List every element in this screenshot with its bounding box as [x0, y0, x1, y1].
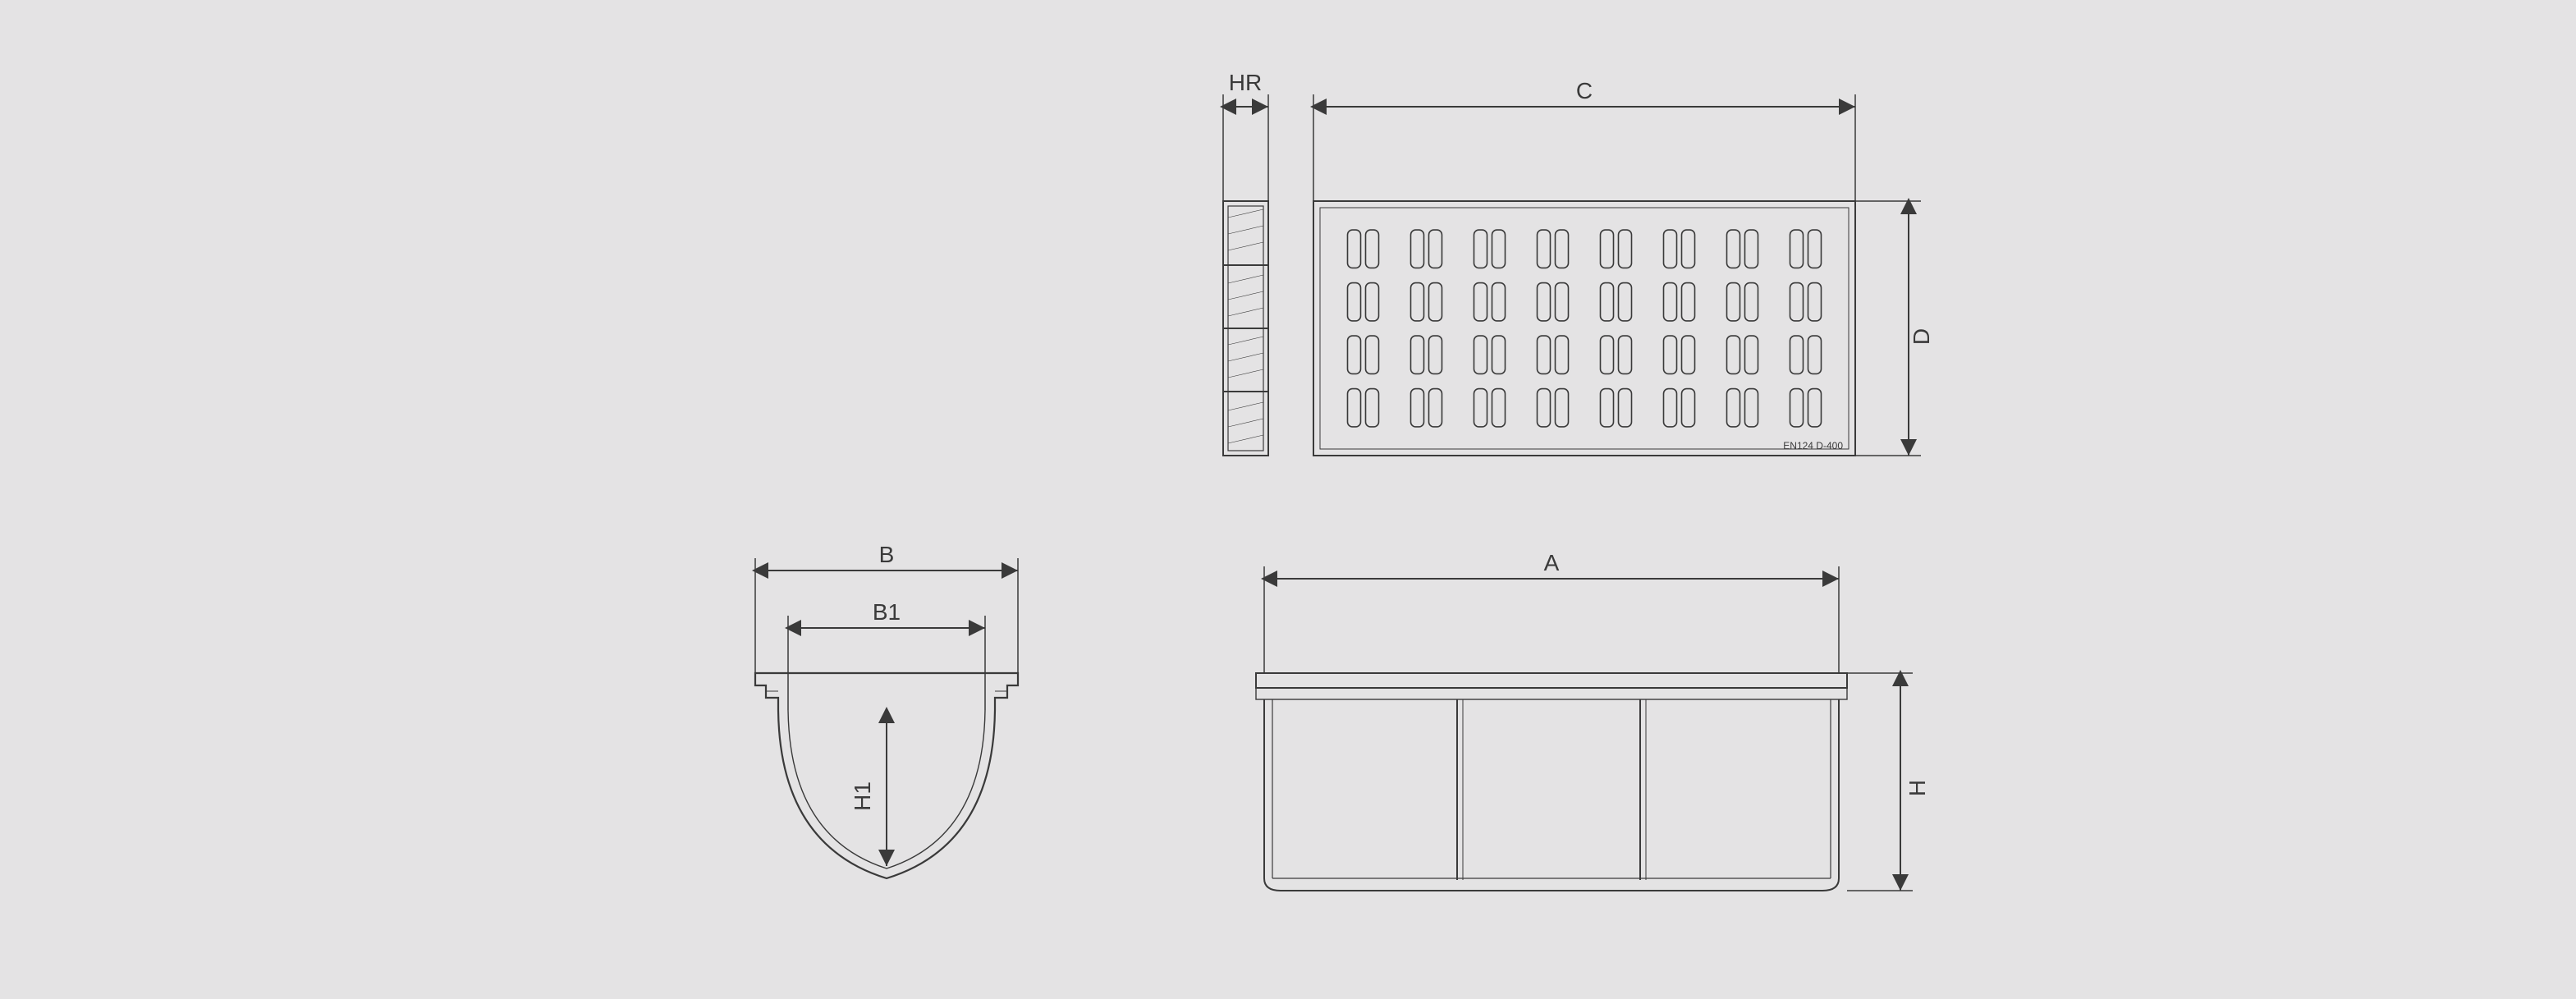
dimension-C: C [1313, 78, 1855, 201]
label-A: A [1544, 550, 1560, 575]
dimension-HR: HR [1223, 70, 1268, 201]
grate-top-view: EN124 D-400 [1313, 201, 1855, 456]
dimension-H1: H1 [850, 710, 887, 866]
dimension-H: H [1847, 673, 1930, 891]
label-H1: H1 [850, 781, 875, 811]
diagram-svg: HR EN124 D-400 C D B [0, 0, 2576, 999]
grate-side-profile [1223, 201, 1268, 456]
label-D: D [1909, 328, 1934, 345]
label-H: H [1904, 780, 1930, 796]
channel-side-view [1256, 673, 1847, 891]
dimension-A: A [1264, 550, 1839, 673]
label-C: C [1576, 78, 1593, 103]
technical-diagram: HR EN124 D-400 C D B [0, 0, 2576, 999]
label-B1: B1 [873, 599, 901, 625]
grate-marking-right: EN124 D-400 [1783, 440, 1843, 451]
label-HR: HR [1229, 70, 1262, 95]
dimension-D: D [1855, 201, 1934, 456]
dimension-B1: B1 [788, 599, 985, 710]
label-B: B [879, 542, 895, 567]
